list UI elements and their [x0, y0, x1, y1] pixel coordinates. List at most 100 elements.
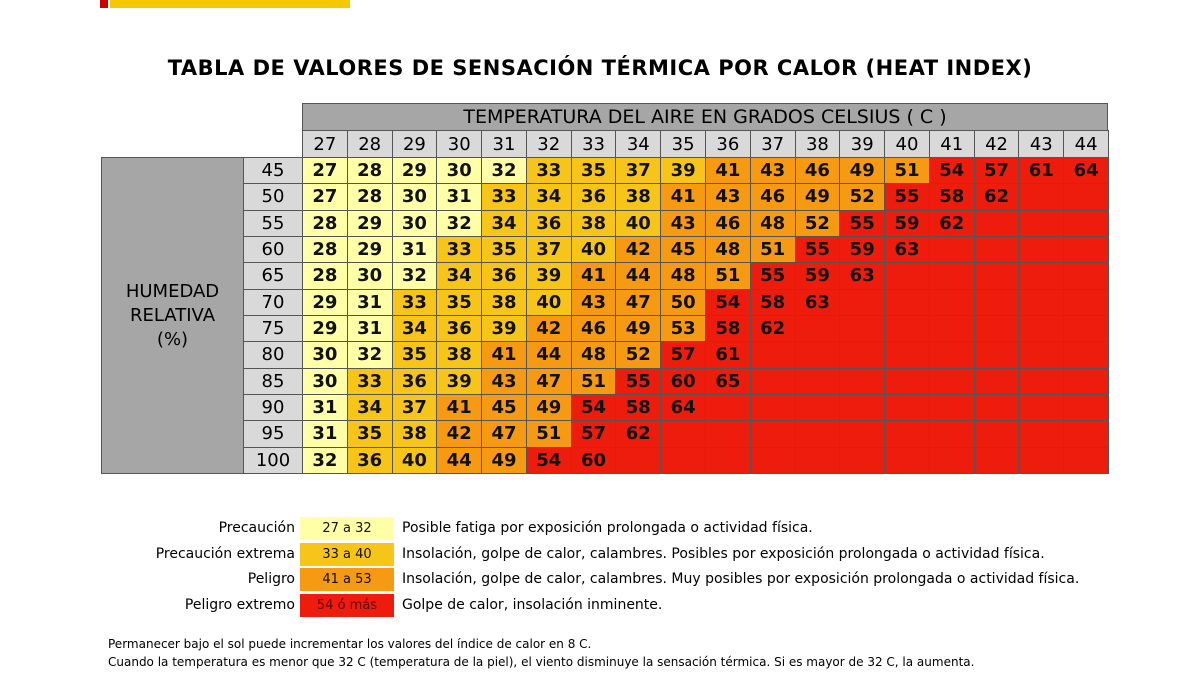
- heat-cell: 38: [481, 288, 527, 316]
- heat-cell: 30: [302, 367, 348, 395]
- heat-cell: 48: [749, 209, 796, 237]
- heat-cell: 51: [749, 236, 796, 264]
- heat-cell: [705, 420, 751, 448]
- heat-cell: 29: [346, 236, 393, 264]
- heat-cell: [928, 446, 975, 474]
- heat-cell: [928, 420, 975, 448]
- heat-cell: 34: [436, 262, 483, 290]
- heat-cell: 28: [346, 157, 393, 185]
- heat-cell: [1018, 236, 1065, 264]
- heat-cell: 62: [928, 209, 975, 237]
- heat-cell: 32: [302, 446, 348, 474]
- heat-cell: 62: [615, 420, 662, 448]
- column-label: 43: [1018, 130, 1065, 158]
- heat-cell: [749, 394, 796, 422]
- heat-cell: [884, 394, 930, 422]
- legend-description: Insolación, golpe de calor, calambres. P…: [402, 545, 1045, 562]
- heat-cell: 28: [302, 236, 348, 264]
- heat-cell: [1063, 420, 1109, 448]
- heat-cell: 31: [346, 315, 393, 343]
- heat-cell: 27: [302, 183, 348, 211]
- heat-cell: 40: [570, 236, 617, 264]
- heat-cell: 30: [391, 183, 438, 211]
- heat-cell: [973, 262, 1020, 290]
- row-header: HUMEDAD RELATIVA (%): [101, 157, 244, 474]
- heat-cell: 50: [660, 288, 706, 316]
- heat-cell: 37: [615, 157, 662, 185]
- heat-cell: 58: [705, 315, 751, 343]
- row-label: 80: [243, 341, 303, 369]
- heat-cell: [928, 341, 975, 369]
- heat-cell: [1018, 288, 1065, 316]
- heat-cell: 52: [794, 209, 841, 237]
- heat-cell: [1018, 315, 1065, 343]
- heat-cell: [928, 236, 975, 264]
- heat-cell: [928, 394, 975, 422]
- heat-cell: 28: [302, 209, 348, 237]
- heat-cell: 39: [481, 315, 527, 343]
- heat-cell: [794, 394, 841, 422]
- heat-cell: 59: [884, 209, 930, 237]
- heat-cell: 55: [794, 236, 841, 264]
- heat-cell: [749, 341, 796, 369]
- row-label: 75: [243, 315, 303, 343]
- heat-cell: [839, 394, 886, 422]
- heat-cell: 53: [660, 315, 706, 343]
- column-label: 41: [928, 130, 975, 158]
- heat-cell: 40: [391, 446, 438, 474]
- column-label: 36: [705, 130, 751, 158]
- heat-cell: [973, 236, 1020, 264]
- heat-cell: 32: [436, 209, 483, 237]
- row-label: 95: [243, 420, 303, 448]
- heat-cell: [1018, 367, 1065, 395]
- heat-cell: 49: [839, 157, 886, 185]
- heat-cell: [794, 315, 841, 343]
- heat-cell: 55: [749, 262, 796, 290]
- heat-cell: [884, 262, 930, 290]
- heat-cell: 52: [615, 341, 662, 369]
- row-label: 55: [243, 209, 303, 237]
- heat-cell: 33: [481, 183, 527, 211]
- heat-cell: [794, 341, 841, 369]
- heat-cell: [884, 420, 930, 448]
- heat-cell: [973, 367, 1020, 395]
- heat-cell: [1018, 446, 1065, 474]
- heat-cell: [660, 420, 706, 448]
- heat-cell: 34: [346, 394, 393, 422]
- column-label: 32: [525, 130, 572, 158]
- heat-cell: 62: [749, 315, 796, 343]
- heat-cell: [1018, 183, 1065, 211]
- heat-cell: 51: [705, 262, 751, 290]
- heat-cell: 30: [436, 157, 483, 185]
- heat-cell: [749, 446, 796, 474]
- heat-cell: [749, 420, 796, 448]
- heat-cell: [705, 446, 751, 474]
- heat-cell: 61: [1018, 157, 1065, 185]
- heat-cell: 29: [302, 288, 348, 316]
- heat-cell: 34: [525, 183, 572, 211]
- heat-cell: 33: [391, 288, 438, 316]
- heat-cell: 60: [660, 367, 706, 395]
- legend-swatch: 54 ó más: [300, 593, 394, 617]
- column-label: 33: [570, 130, 617, 158]
- heat-cell: 36: [570, 183, 617, 211]
- heat-cell: 48: [660, 262, 706, 290]
- heat-cell: [794, 446, 841, 474]
- heat-cell: 40: [615, 209, 662, 237]
- heat-cell: [1063, 341, 1109, 369]
- heat-cell: 54: [570, 394, 617, 422]
- heat-cell: [973, 288, 1020, 316]
- legend-label: Precaución: [218, 520, 295, 536]
- heat-cell: [973, 209, 1020, 237]
- heat-cell: 63: [794, 288, 841, 316]
- legend-swatch: 33 a 40: [300, 542, 394, 566]
- heat-cell: 44: [436, 446, 483, 474]
- row-label: 90: [243, 394, 303, 422]
- heat-cell: 42: [436, 420, 483, 448]
- legend-description: Insolación, golpe de calor, calambres. M…: [402, 571, 1080, 587]
- heat-cell: [1018, 209, 1065, 237]
- legend-description: Posible fatiga por exposición prolongada…: [402, 520, 813, 536]
- heat-cell: [794, 420, 841, 448]
- heat-cell: 28: [302, 262, 348, 290]
- heat-cell: [928, 288, 975, 316]
